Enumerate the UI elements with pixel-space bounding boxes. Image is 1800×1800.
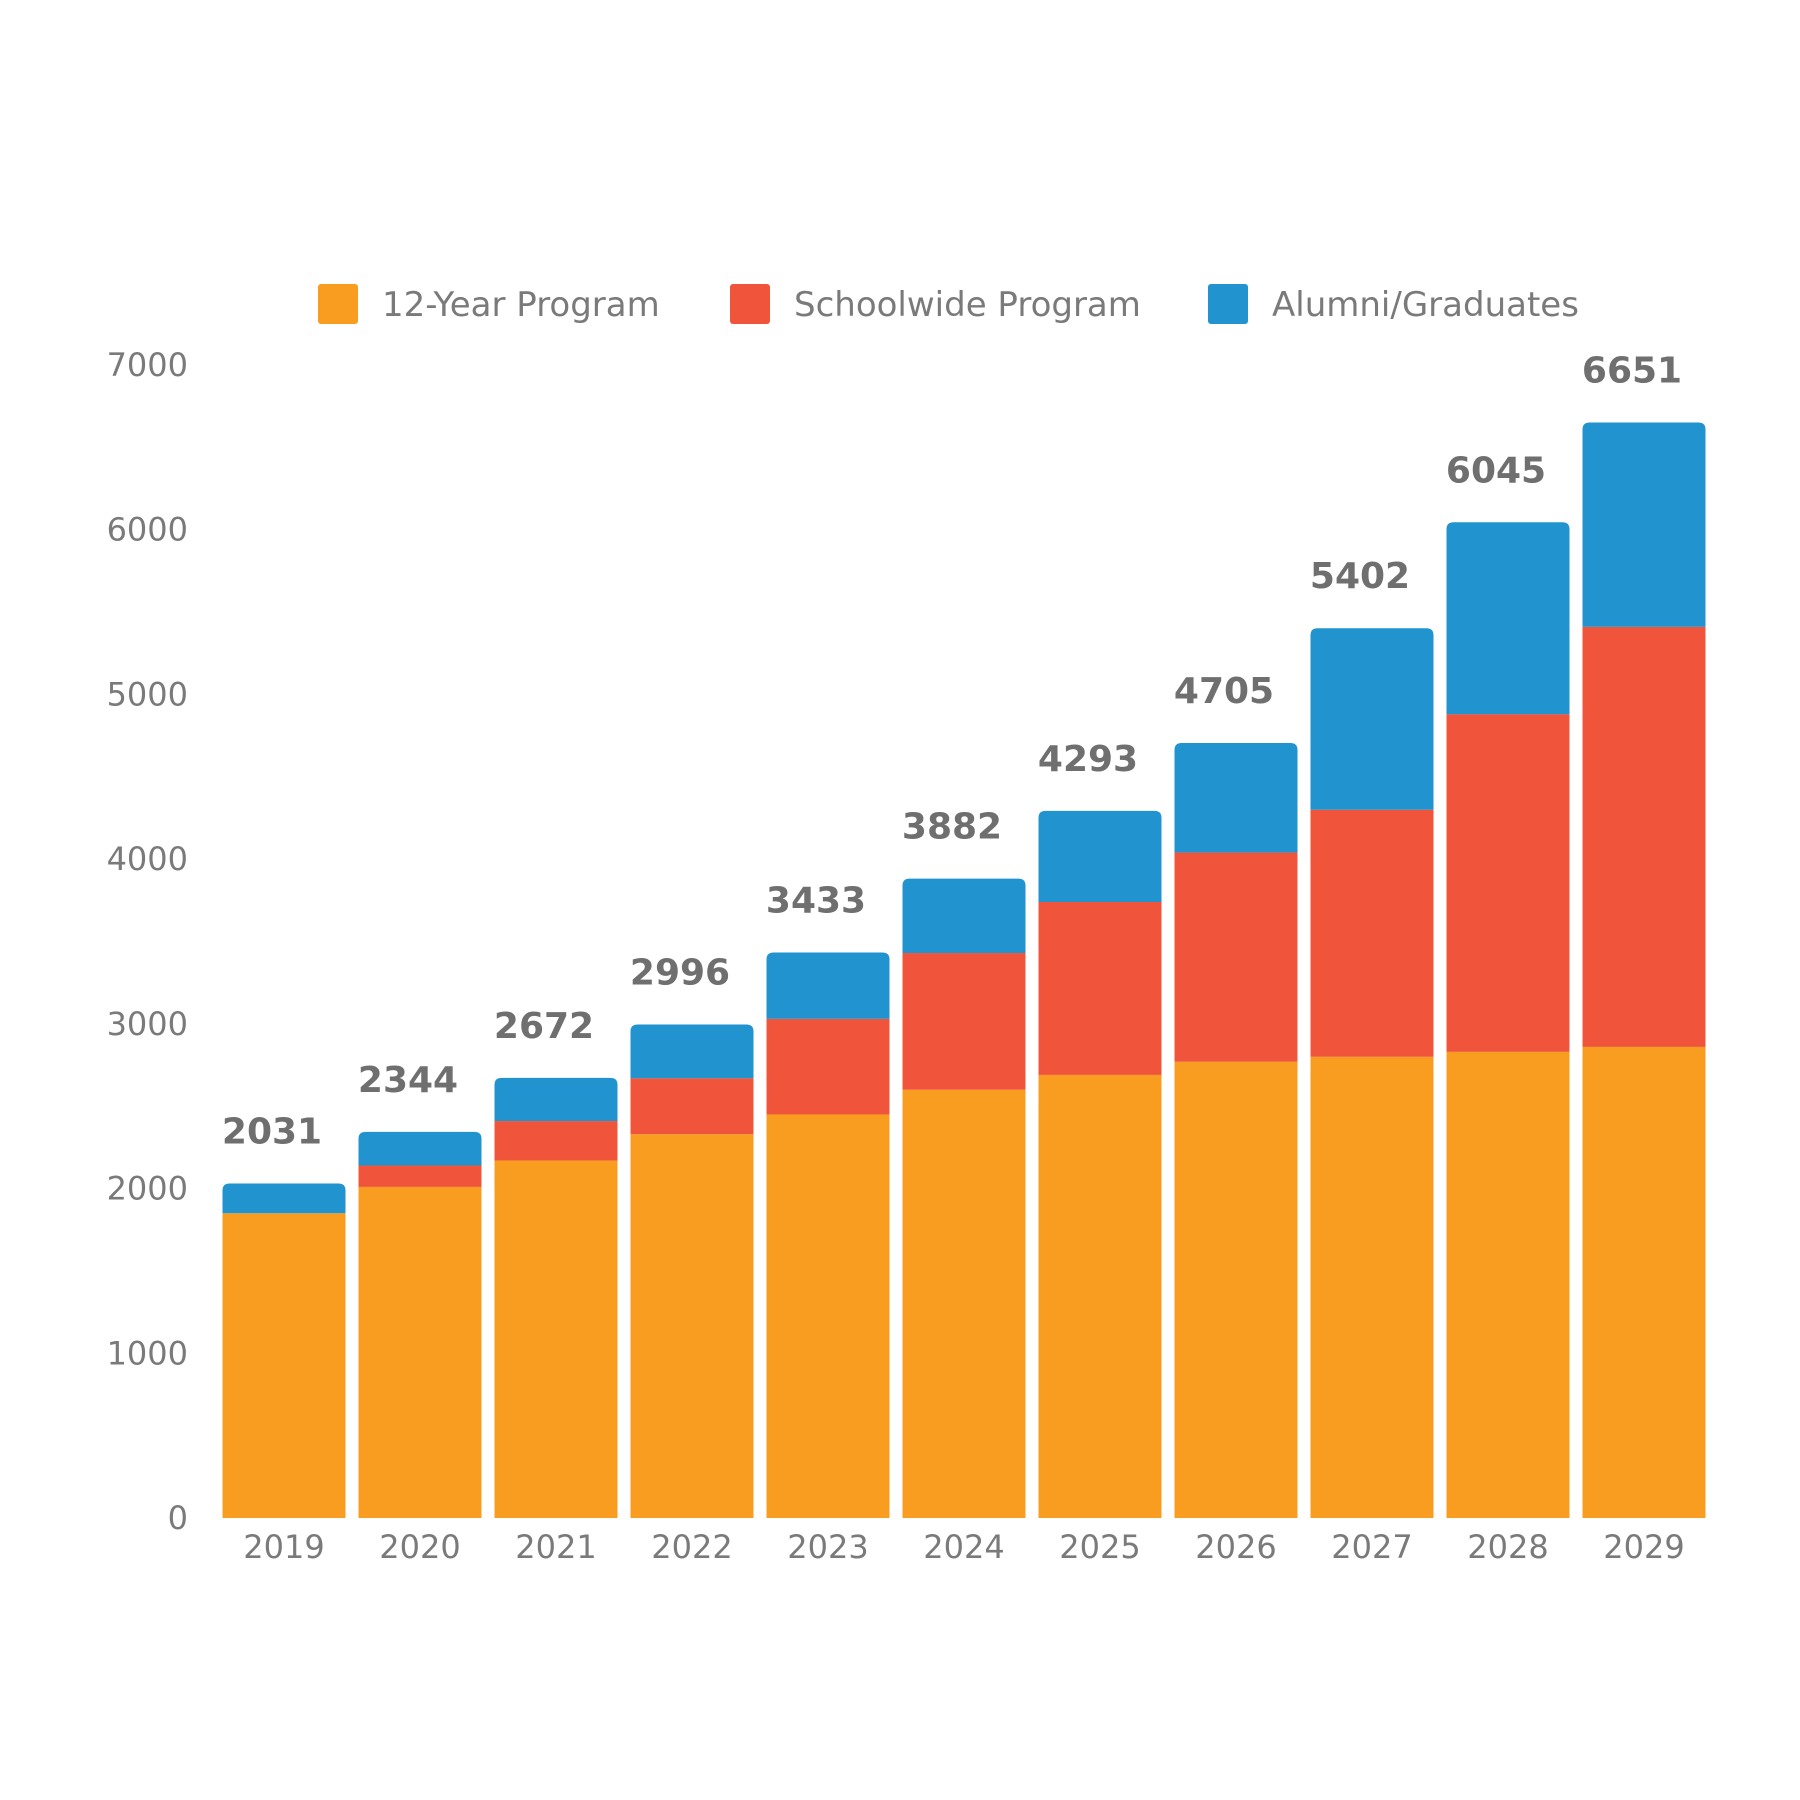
legend-label: Alumni/Graduates: [1272, 285, 1579, 325]
total-label: 2996: [630, 953, 730, 994]
bar-schoolwide-program-2029: [1582, 626, 1706, 1047]
bar-stack-2019: [222, 1183, 346, 1518]
bar-12-year-program-2019: [222, 1213, 346, 1518]
bar-12-year-program-2028: [1446, 1051, 1570, 1518]
total-label: 6651: [1582, 350, 1682, 391]
y-tick-label: 4000: [107, 840, 188, 878]
bar-stack-2029: [1582, 422, 1706, 1518]
bar-schoolwide-program-2024: [902, 953, 1026, 1090]
bars: [222, 422, 1706, 1518]
x-tick-label: 2028: [1467, 1528, 1548, 1566]
bar-schoolwide-program-2021: [494, 1121, 618, 1161]
total-label: 2031: [222, 1111, 322, 1152]
x-tick-label: 2026: [1195, 1528, 1276, 1566]
bar-alumni-graduates-2029: [1582, 422, 1706, 627]
total-label: 3882: [902, 807, 1002, 848]
legend-item: Alumni/Graduates: [1208, 284, 1579, 325]
bar-schoolwide-program-2028: [1446, 714, 1570, 1052]
bar-stack-2023: [766, 952, 890, 1518]
bar-alumni-graduates-2028: [1446, 522, 1570, 715]
y-tick-label: 1000: [107, 1334, 188, 1372]
x-tick-label: 2019: [243, 1528, 324, 1566]
bar-12-year-program-2024: [902, 1089, 1026, 1518]
bar-alumni-graduates-2022: [630, 1024, 754, 1079]
y-axis: 0 1000 2000 3000 4000 5000 6000 7000: [107, 346, 188, 1537]
x-tick-label: 2024: [923, 1528, 1004, 1566]
bar-alumni-graduates-2021: [494, 1077, 618, 1122]
x-tick-label: 2021: [515, 1528, 596, 1566]
bar-stack-2020: [358, 1131, 482, 1518]
x-axis: 2019 2020 2021 2022 2023 2024 2025 2026 2027 2028…: [243, 1528, 1684, 1566]
bar-12-year-program-2026: [1174, 1061, 1298, 1518]
legend-item: 12-Year Program: [318, 284, 660, 325]
x-tick-label: 2023: [787, 1528, 868, 1566]
legend-swatch: [318, 284, 358, 324]
bar-stack-2027: [1310, 628, 1434, 1518]
bar-stack-2028: [1446, 522, 1570, 1518]
bar-schoolwide-program-2023: [766, 1018, 890, 1115]
total-label: 2344: [358, 1060, 458, 1101]
bar-12-year-program-2021: [494, 1160, 618, 1518]
legend-label: Schoolwide Program: [794, 285, 1141, 325]
bar-schoolwide-program-2020: [358, 1165, 482, 1187]
x-tick-label: 2025: [1059, 1528, 1140, 1566]
legend-label: 12-Year Program: [382, 285, 660, 325]
bar-alumni-graduates-2024: [902, 878, 1026, 954]
x-tick-label: 2020: [379, 1528, 460, 1566]
bar-stack-2026: [1174, 743, 1298, 1518]
bar-12-year-program-2029: [1582, 1046, 1706, 1518]
y-tick-label: 7000: [107, 346, 188, 384]
y-tick-label: 3000: [107, 1005, 188, 1043]
bar-12-year-program-2025: [1038, 1074, 1162, 1518]
y-tick-label: 5000: [107, 675, 188, 713]
bar-12-year-program-2027: [1310, 1056, 1434, 1518]
bar-12-year-program-2023: [766, 1114, 890, 1518]
bar-alumni-graduates-2023: [766, 952, 890, 1019]
legend-swatch: [730, 284, 770, 324]
bar-12-year-program-2022: [630, 1134, 754, 1518]
y-tick-label: 2000: [107, 1170, 188, 1208]
bar-schoolwide-program-2025: [1038, 901, 1162, 1075]
x-tick-label: 2029: [1603, 1528, 1684, 1566]
legend-swatch: [1208, 284, 1248, 324]
bar-stack-2021: [494, 1077, 618, 1518]
legend-item: Schoolwide Program: [730, 284, 1141, 325]
total-labels: 2031 2344 2672 2996 3433 3882 4293 4705 5402 6045…: [222, 350, 1682, 1152]
bar-stack-2025: [1038, 810, 1162, 1518]
bar-alumni-graduates-2020: [358, 1131, 482, 1166]
total-label: 5402: [1310, 556, 1410, 597]
total-label: 6045: [1446, 450, 1546, 491]
x-tick-label: 2022: [651, 1528, 732, 1566]
total-label: 3433: [766, 881, 866, 922]
bar-alumni-graduates-2026: [1174, 743, 1298, 853]
y-tick-label: 6000: [107, 511, 188, 549]
total-label: 4705: [1174, 671, 1274, 712]
legend: 12-Year Program Schoolwide Program Alumni/…: [318, 284, 1579, 325]
x-tick-label: 2027: [1331, 1528, 1412, 1566]
total-label: 2672: [494, 1006, 594, 1047]
bar-stack-2024: [902, 878, 1026, 1518]
bar-12-year-program-2020: [358, 1186, 482, 1518]
total-label: 4293: [1038, 739, 1138, 780]
bar-alumni-graduates-2025: [1038, 810, 1162, 902]
bar-stack-2022: [630, 1024, 754, 1518]
bar-schoolwide-program-2022: [630, 1078, 754, 1135]
bar-schoolwide-program-2027: [1310, 809, 1434, 1057]
y-tick-label: 0: [168, 1499, 188, 1537]
bar-schoolwide-program-2026: [1174, 852, 1298, 1062]
bar-alumni-graduates-2019: [222, 1183, 346, 1214]
bar-alumni-graduates-2027: [1310, 628, 1434, 810]
